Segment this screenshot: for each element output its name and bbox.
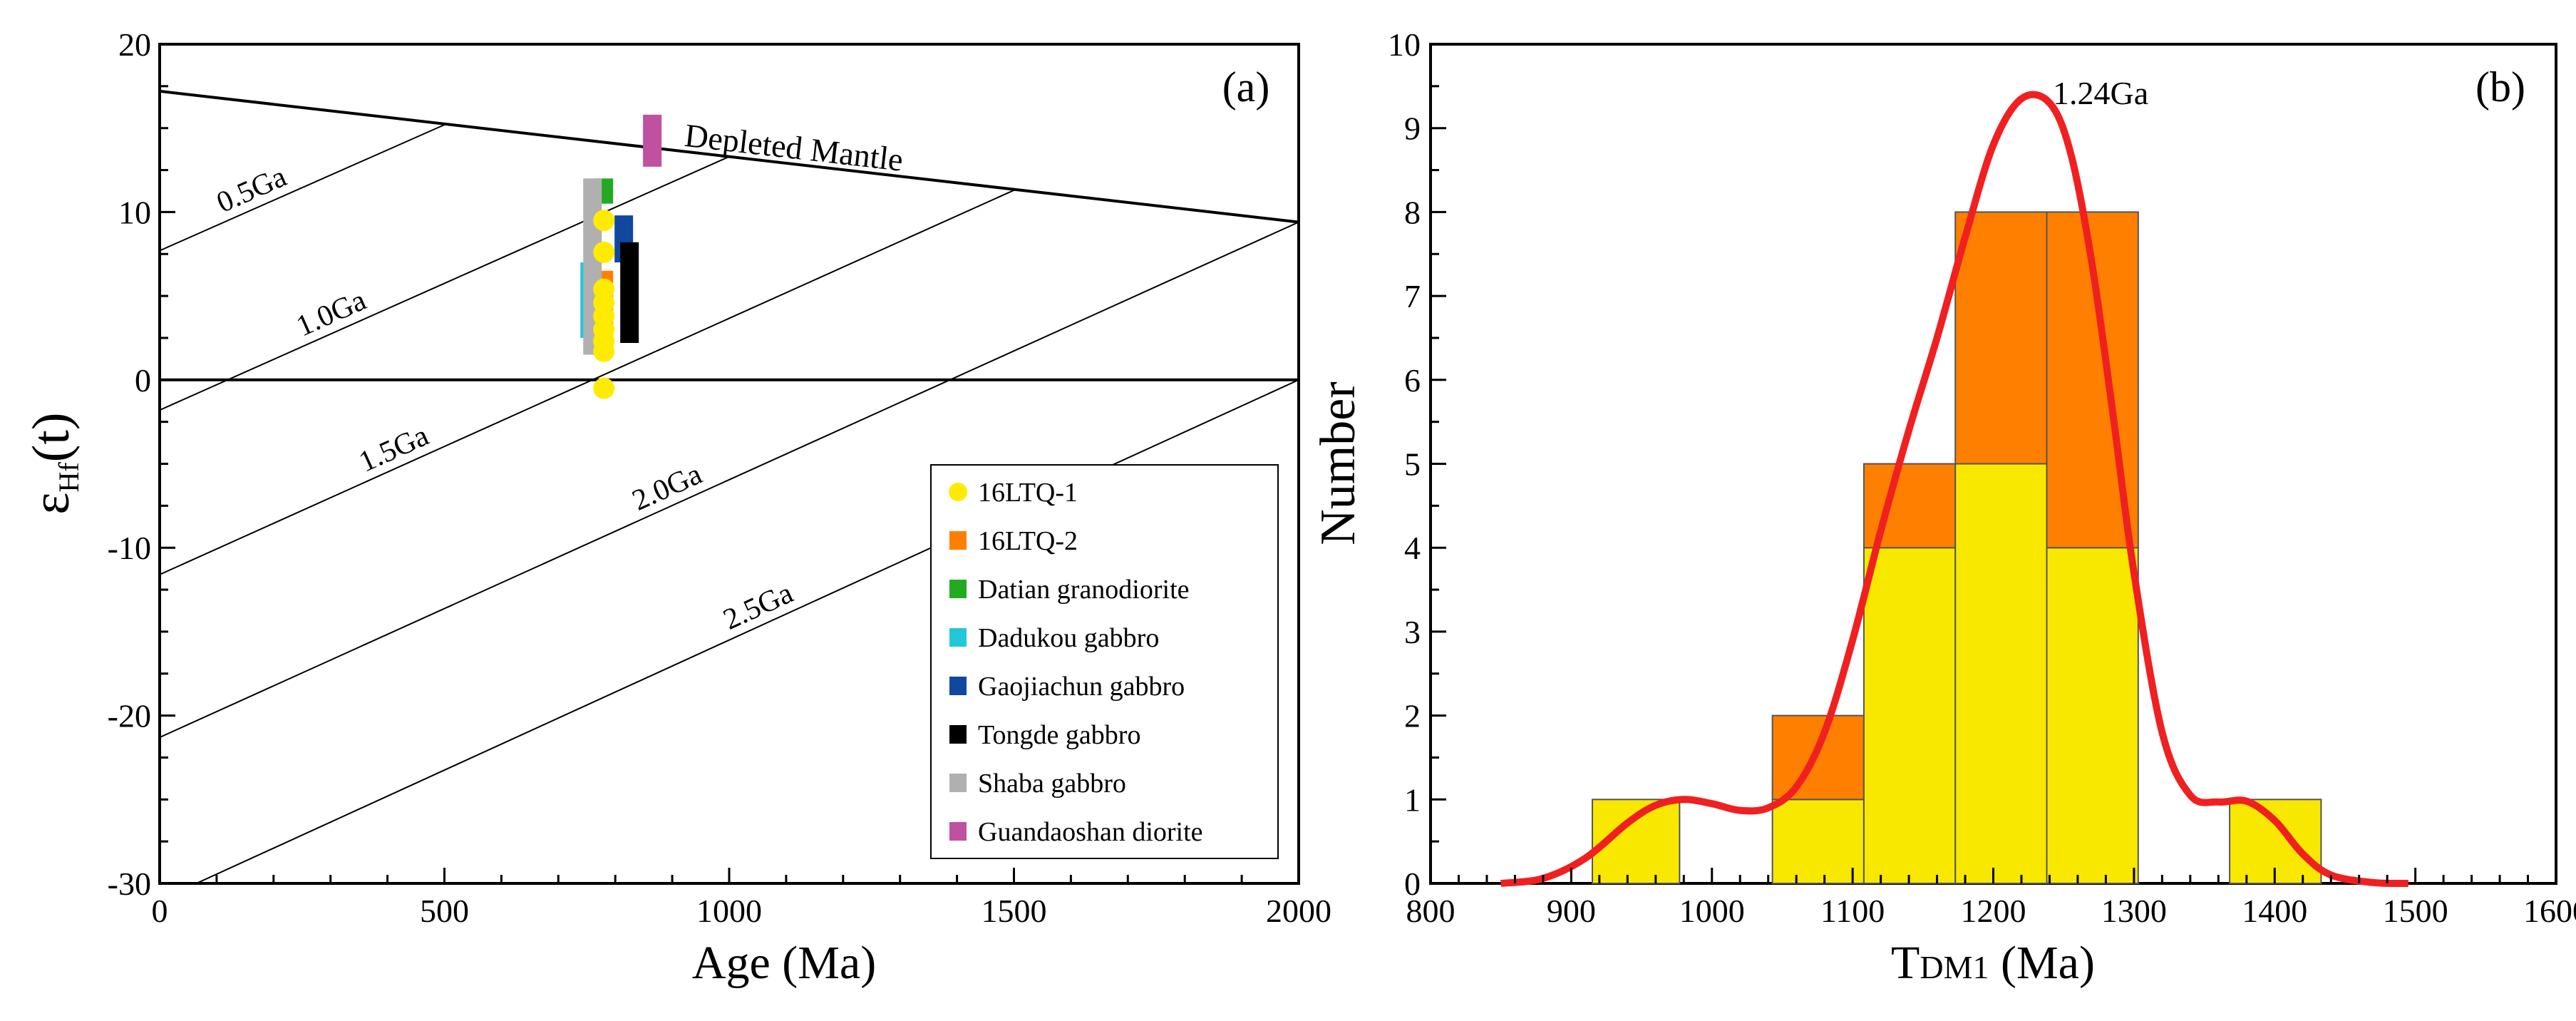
legend-box — [930, 464, 1279, 859]
histogram-bar-16ltq-1 — [2046, 547, 2139, 884]
panel-a-ticks: 0 500 1000 1500 2000 -30 -20 -10 0 10 20 — [108, 26, 1331, 929]
panel-b-label: (b) — [2475, 63, 2525, 111]
data-bar-guandaoshan-diorite — [643, 114, 662, 167]
panel-a-ylabel-tail: (t) — [22, 412, 81, 462]
legend-label: 16LTQ-1 — [978, 478, 1078, 508]
y-tick-label: 6 — [1404, 362, 1421, 399]
y-tick-label: 3 — [1404, 614, 1421, 650]
legend-label: Dadukou gabbro — [978, 623, 1159, 653]
legend-marker — [949, 677, 967, 695]
y-tick-label: 5 — [1404, 446, 1421, 483]
x-tick-label: 1100 — [1820, 893, 1885, 929]
x-tick-label: 1500 — [982, 893, 1047, 929]
panel-a-legend: 16LTQ-1 16LTQ-2 Datian granodiorite Dadukou… — [930, 464, 1279, 859]
legend-marker — [949, 483, 967, 501]
legend-marker — [949, 822, 967, 841]
y-tick-label: 20 — [118, 26, 151, 63]
legend-marker — [949, 725, 967, 744]
legend-marker — [949, 531, 967, 550]
model-age-line — [160, 189, 1014, 575]
legend-label: Gaojiachun gabbro — [978, 672, 1185, 702]
y-tick-label: 8 — [1404, 194, 1421, 230]
histogram-bar-16ltq-1 — [1771, 799, 1865, 885]
histogram-bar-16ltq-1 — [1954, 463, 2048, 884]
y-tick-label: 9 — [1404, 111, 1421, 147]
legend-label: Guandaoshan diorite — [978, 817, 1203, 847]
y-tick-label: 10 — [118, 194, 151, 230]
y-tick-label: 10 — [1388, 26, 1421, 63]
legend-label: Shaba gabbro — [978, 769, 1126, 799]
x-tick-label: 1400 — [2242, 893, 2307, 929]
x-tick-label: 500 — [420, 893, 469, 929]
y-tick-label: -10 — [108, 530, 151, 566]
panel-a-ylabel-main: ε — [22, 493, 81, 515]
panel-a-plot: Depleted Mantle0.5Ga1.0Ga1.5Ga2.0Ga2.5Ga… — [22, 26, 1331, 989]
y-tick-label: 4 — [1404, 530, 1421, 566]
legend-marker — [949, 774, 967, 792]
panel-a-xlabel: Age (Ma) — [692, 937, 876, 989]
y-tick-label: 2 — [1404, 698, 1421, 734]
data-point-16ltq-1 — [593, 210, 615, 232]
y-tick-label: -20 — [108, 698, 151, 734]
x-tick-label: 1000 — [696, 893, 762, 929]
x-tick-label: 900 — [1547, 893, 1596, 929]
panel-a-ylabel-sub: Hf — [53, 462, 85, 493]
y-tick-label: 1 — [1404, 781, 1421, 818]
x-tick-label: 1200 — [1961, 893, 2026, 929]
y-tick-label: 0 — [135, 362, 151, 399]
legend-label: Tongde gabbro — [978, 720, 1140, 750]
x-tick-label: 1000 — [1679, 893, 1745, 929]
panel-a-label: (a) — [1222, 63, 1270, 111]
histogram-bar-16ltq-2 — [1771, 714, 1865, 801]
density-curve — [1500, 91, 2408, 888]
histogram-bar-16ltq-2 — [1954, 211, 2048, 465]
panel-b-curve — [1500, 91, 2408, 888]
x-tick-label: 2000 — [1266, 893, 1331, 929]
legend-label: Datian granodiorite — [978, 575, 1190, 605]
y-tick-label: -30 — [108, 866, 151, 902]
y-tick-label: 7 — [1404, 278, 1421, 314]
histogram-bar-16ltq-1 — [2229, 799, 2322, 885]
model-age-line — [160, 155, 730, 411]
x-tick-label: 800 — [1406, 893, 1456, 929]
data-point-16ltq-1 — [593, 340, 615, 362]
model-age-line — [160, 221, 1299, 739]
panel-b-xlabel: TDM1 (Ma) — [1891, 937, 2095, 989]
svg-text:εHf(t): εHf(t) — [22, 412, 85, 514]
x-tick-label: 1500 — [2383, 893, 2448, 929]
y-tick-label: 0 — [1404, 866, 1421, 902]
histogram-bar-16ltq-1 — [1863, 547, 1957, 884]
legend-marker — [949, 580, 967, 598]
panel-b-xlabel-main: T — [1891, 937, 1920, 989]
legend-marker — [949, 628, 967, 647]
panel-a-ylabel: εHf(t) — [22, 412, 85, 514]
data-bar-tongde-gabbro — [620, 242, 639, 344]
panel-b-xlabel-tail: (Ma) — [1989, 937, 2095, 989]
model-age-line — [160, 124, 445, 252]
x-tick-label: 0 — [152, 893, 168, 929]
data-point-16ltq-1 — [593, 377, 615, 399]
legend-label: 16LTQ-2 — [978, 526, 1078, 556]
x-tick-label: 1300 — [2101, 893, 2167, 929]
peak-label: 1.24Ga — [2053, 75, 2148, 111]
panel-b-ylabel: Number — [1311, 381, 1366, 545]
depleted-mantle-line — [160, 89, 1299, 224]
data-point-16ltq-1 — [593, 241, 615, 263]
panel-b-xlabel-sub: DM1 — [1920, 949, 1989, 985]
